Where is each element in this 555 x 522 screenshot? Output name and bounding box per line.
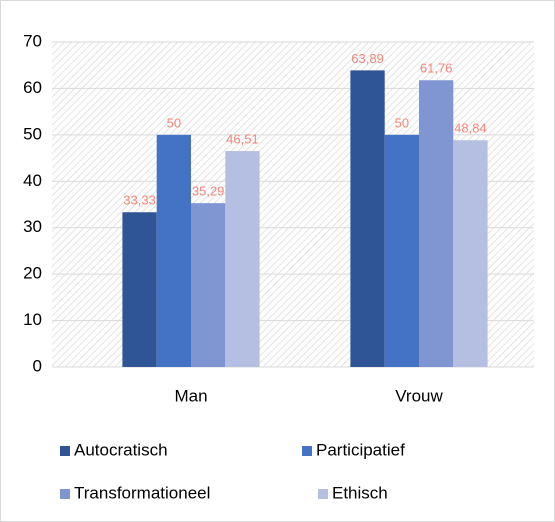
y-tick-label: 50	[23, 124, 42, 143]
legend-swatch	[302, 446, 312, 456]
bar	[225, 151, 260, 367]
legend-swatch	[60, 446, 70, 456]
bar	[191, 203, 226, 367]
bar	[419, 80, 454, 367]
y-tick-label: 20	[23, 264, 42, 283]
value-label: 33,33	[123, 193, 156, 208]
bar	[350, 70, 385, 367]
bar	[384, 134, 419, 367]
legend-swatch	[318, 489, 328, 499]
bar	[156, 134, 191, 367]
legend-label: Transformationeel	[74, 483, 210, 502]
legend-label: Ethisch	[332, 483, 388, 502]
legend-swatch	[60, 489, 70, 499]
value-label: 63,89	[351, 51, 384, 66]
value-label: 46,51	[226, 131, 259, 146]
bar	[122, 212, 157, 367]
value-label: 35,29	[192, 184, 225, 199]
value-label: 50	[167, 115, 181, 130]
value-label: 61,76	[420, 61, 453, 76]
y-tick-label: 70	[23, 31, 42, 50]
x-tick-label: Man	[174, 386, 207, 405]
bar	[453, 140, 488, 367]
y-tick-label: 60	[23, 78, 42, 97]
value-label: 50	[395, 115, 409, 130]
y-tick-label: 0	[33, 356, 42, 375]
y-tick-label: 30	[23, 217, 42, 236]
y-tick-label: 40	[23, 171, 42, 190]
legend-label: Participatief	[316, 440, 405, 459]
x-tick-label: Vrouw	[395, 386, 443, 405]
value-label: 48,84	[454, 121, 487, 136]
legend-label: Autocratisch	[74, 440, 168, 459]
y-tick-label: 10	[23, 310, 42, 329]
